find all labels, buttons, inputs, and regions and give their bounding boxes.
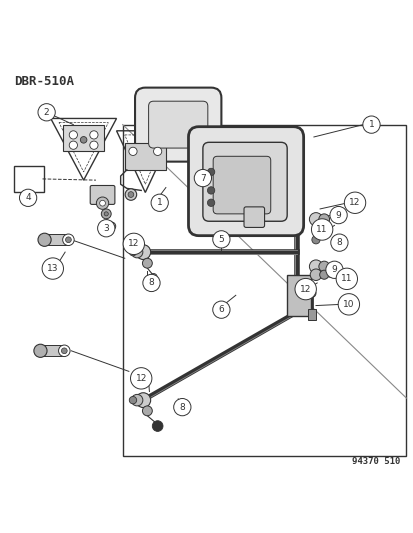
Text: 94370 510: 94370 510 [351, 457, 399, 466]
Circle shape [129, 248, 136, 256]
FancyBboxPatch shape [307, 309, 315, 320]
Circle shape [151, 194, 168, 212]
Text: 5: 5 [218, 235, 224, 244]
Circle shape [130, 368, 152, 389]
Circle shape [318, 214, 329, 224]
Text: 8: 8 [179, 402, 185, 411]
Circle shape [142, 259, 152, 268]
Circle shape [329, 206, 347, 224]
Circle shape [61, 348, 67, 354]
Circle shape [96, 197, 109, 209]
Circle shape [131, 246, 142, 258]
Circle shape [69, 141, 77, 149]
Circle shape [131, 394, 142, 406]
FancyBboxPatch shape [188, 127, 303, 236]
Circle shape [90, 131, 98, 139]
FancyBboxPatch shape [202, 142, 287, 221]
FancyBboxPatch shape [148, 101, 207, 148]
Text: 3: 3 [103, 224, 109, 233]
Circle shape [135, 393, 150, 408]
Circle shape [207, 199, 214, 206]
Circle shape [90, 141, 98, 149]
Text: 4: 4 [25, 193, 31, 203]
Circle shape [142, 274, 160, 292]
Text: 1: 1 [157, 198, 162, 207]
Circle shape [97, 220, 115, 237]
Circle shape [38, 233, 51, 246]
Circle shape [107, 222, 115, 230]
Circle shape [318, 261, 329, 272]
Circle shape [152, 421, 163, 431]
Circle shape [173, 399, 190, 416]
Text: 11: 11 [316, 225, 327, 234]
Text: DBR-510A: DBR-510A [14, 75, 74, 88]
Bar [122, 125, 406, 456]
Circle shape [150, 273, 157, 281]
Circle shape [325, 261, 342, 278]
Circle shape [62, 234, 74, 246]
Text: 6: 6 [218, 305, 224, 314]
FancyBboxPatch shape [40, 345, 63, 356]
Circle shape [128, 192, 133, 197]
Circle shape [58, 345, 70, 357]
Circle shape [330, 234, 347, 251]
Circle shape [212, 301, 230, 318]
FancyBboxPatch shape [124, 143, 166, 170]
Circle shape [100, 200, 105, 206]
Circle shape [294, 278, 316, 300]
Circle shape [311, 219, 332, 240]
Circle shape [123, 233, 144, 255]
FancyBboxPatch shape [90, 185, 115, 204]
Circle shape [104, 212, 108, 216]
Text: 12: 12 [128, 239, 139, 248]
Text: 2: 2 [44, 108, 49, 117]
Text: 10: 10 [342, 300, 354, 309]
Text: 8: 8 [148, 278, 154, 287]
Circle shape [38, 103, 55, 121]
FancyBboxPatch shape [213, 156, 270, 214]
Circle shape [34, 344, 47, 358]
Text: 13: 13 [47, 264, 58, 273]
FancyBboxPatch shape [63, 125, 104, 151]
Circle shape [65, 237, 71, 243]
Circle shape [309, 260, 322, 273]
Circle shape [19, 189, 37, 206]
FancyBboxPatch shape [135, 87, 221, 161]
Circle shape [344, 192, 365, 213]
Text: 11: 11 [340, 274, 352, 284]
Circle shape [307, 289, 315, 297]
Text: 1: 1 [368, 120, 373, 129]
Circle shape [153, 147, 161, 156]
FancyBboxPatch shape [243, 207, 264, 228]
Text: 12: 12 [135, 374, 147, 383]
Circle shape [362, 116, 379, 133]
Circle shape [337, 294, 359, 315]
Text: 12: 12 [299, 285, 311, 294]
Circle shape [194, 169, 211, 187]
Circle shape [212, 231, 230, 248]
Circle shape [101, 209, 111, 219]
Circle shape [42, 258, 63, 279]
Circle shape [311, 236, 319, 244]
Text: 8: 8 [336, 238, 342, 247]
Circle shape [309, 269, 321, 280]
Circle shape [128, 147, 137, 156]
Text: 9: 9 [335, 211, 341, 220]
Circle shape [129, 397, 136, 404]
Circle shape [335, 268, 357, 289]
Circle shape [319, 270, 328, 279]
Circle shape [207, 187, 214, 194]
Text: 12: 12 [349, 198, 360, 207]
Circle shape [135, 245, 150, 260]
Circle shape [142, 406, 152, 416]
Circle shape [125, 189, 136, 200]
FancyBboxPatch shape [44, 235, 67, 245]
FancyBboxPatch shape [287, 274, 310, 316]
Circle shape [80, 136, 87, 143]
Circle shape [69, 131, 77, 139]
Circle shape [207, 168, 214, 175]
Text: 9: 9 [331, 265, 337, 274]
Circle shape [309, 213, 322, 226]
Text: 7: 7 [199, 174, 205, 183]
